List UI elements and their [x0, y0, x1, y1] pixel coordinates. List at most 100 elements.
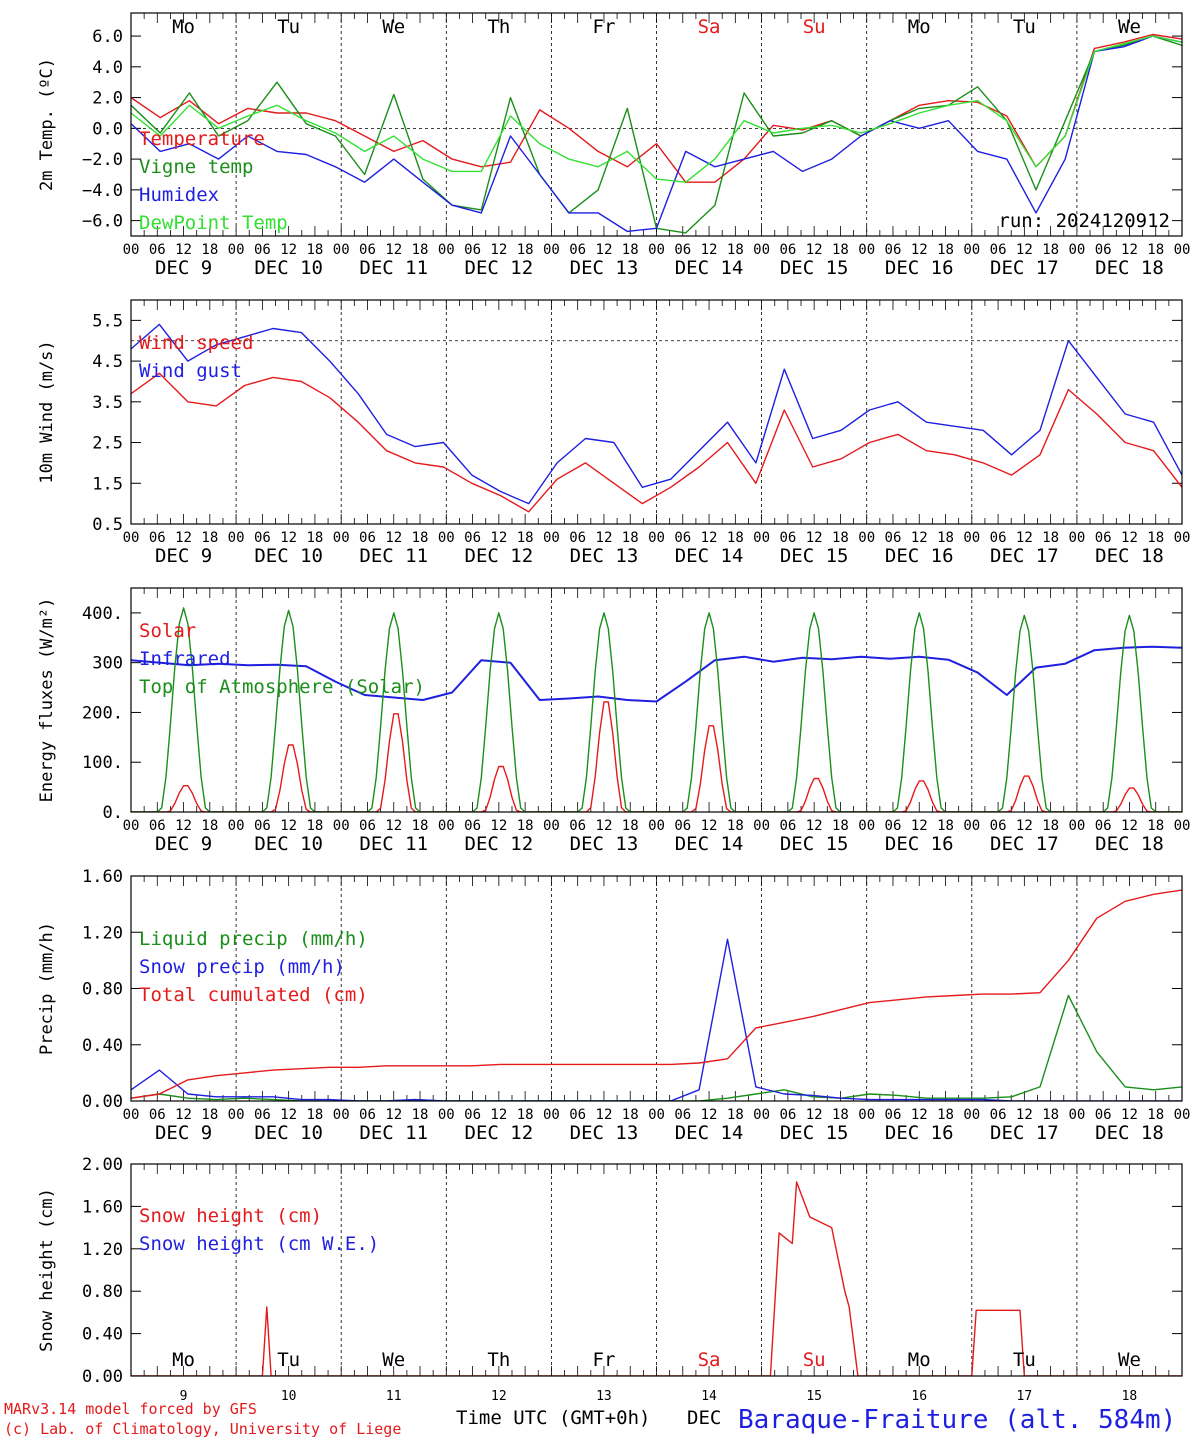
hour-tick-label: 12: [490, 530, 507, 546]
hour-tick-label: 00: [753, 530, 770, 546]
legend-entry: DewPoint Temp: [139, 212, 288, 234]
day-number-label: 18: [1122, 1389, 1138, 1404]
date-label: DEC 13: [570, 1122, 639, 1144]
hour-tick-label: 06: [1095, 818, 1112, 834]
hour-tick-label: 18: [727, 818, 744, 834]
hour-tick-label: 06: [359, 1107, 376, 1123]
hour-tick-label: 18: [832, 242, 849, 258]
hour-tick-label: 00: [753, 242, 770, 258]
legend-entry: Snow precip (mm/h): [139, 956, 345, 978]
hour-tick-label: 18: [201, 530, 218, 546]
hour-tick-label: 06: [254, 1107, 271, 1123]
hour-tick-label: 06: [1095, 530, 1112, 546]
day-number-label: 16: [911, 1389, 927, 1404]
hour-tick-label: 00: [648, 530, 665, 546]
hour-tick-label: 12: [1121, 530, 1138, 546]
hour-tick-label: 06: [254, 530, 271, 546]
hour-tick-label: 12: [911, 530, 928, 546]
hour-tick-label: 06: [254, 818, 271, 834]
y-tick-label: 4.0: [92, 58, 123, 78]
panel-frame: [130, 875, 1183, 1102]
date-label: DEC 10: [254, 1122, 323, 1144]
hour-tick-label: 12: [385, 530, 402, 546]
hour-tick-label: 06: [464, 242, 481, 258]
legend-entry: Total cumulated (cm): [139, 984, 368, 1006]
hour-tick-label: 18: [1042, 530, 1059, 546]
y-tick-label: 400.: [82, 604, 123, 624]
hour-tick-label: 06: [569, 1107, 586, 1123]
hour-tick-label: 00: [123, 818, 140, 834]
hour-tick-label: 00: [228, 818, 245, 834]
hour-tick-label: 00: [858, 818, 875, 834]
day-number-label: 12: [491, 1389, 507, 1404]
run-annotation: run: 2024120912: [998, 210, 1170, 232]
y-tick-label: 1.5: [92, 474, 123, 494]
date-label: DEC 13: [570, 545, 639, 567]
date-label: DEC 18: [1095, 545, 1164, 567]
date-label: DEC 9: [155, 833, 212, 855]
panel-2: 5.5 4.5 3.5 2.5 1.5 0.5 10m Wind (m/s) Wind spe…: [37, 299, 1190, 567]
hour-tick-label: 18: [412, 530, 429, 546]
hour-tick-label: 06: [1095, 1107, 1112, 1123]
y-tick-label: 0.: [103, 803, 123, 823]
hour-tick-label: 00: [438, 1107, 455, 1123]
hour-tick-label: 00: [648, 1107, 665, 1123]
day-number-label: 9: [180, 1389, 188, 1404]
date-label: DEC 12: [465, 257, 534, 279]
hour-tick-label: 00: [333, 818, 350, 834]
hour-tick-label: 00: [648, 242, 665, 258]
hour-tick-label: 12: [175, 1107, 192, 1123]
y-tick-label: 1.60: [82, 1197, 123, 1217]
date-label: DEC 14: [675, 1122, 744, 1144]
legend-entry: Wind gust: [139, 360, 242, 382]
hour-tick-label: 06: [149, 530, 166, 546]
station-name: Baraque-Fraiture (alt. 584m): [738, 1405, 1176, 1435]
hour-tick-label: 12: [1016, 1107, 1033, 1123]
date-label: DEC 12: [465, 1122, 534, 1144]
hour-tick-label: 06: [569, 242, 586, 258]
panel-frame: [130, 587, 1183, 813]
hour-tick-label: 06: [359, 530, 376, 546]
hour-tick-label: 06: [990, 242, 1007, 258]
weekday-label: Fr: [593, 16, 616, 38]
y-tick-label: −6.0: [82, 212, 123, 232]
legend-entry: Wind speed: [139, 332, 253, 354]
y-tick-label: 2.5: [92, 434, 123, 454]
hour-tick-label: 12: [596, 530, 613, 546]
y-tick-label: 0.5: [92, 515, 123, 535]
hour-tick-label: 12: [596, 818, 613, 834]
date-label: DEC 14: [675, 257, 744, 279]
hour-tick-label: 06: [149, 1107, 166, 1123]
panel-4: 1.60 1.20 0.80 0.40 0.00 Precip (mm/h) Liquid …: [37, 867, 1190, 1144]
y-tick-label: 0.40: [82, 1325, 123, 1345]
time-axis-month: DEC: [687, 1407, 721, 1429]
day-number-label: 10: [281, 1389, 297, 1404]
weekday-label: We: [382, 16, 405, 38]
hour-tick-label: 00: [228, 242, 245, 258]
y-axis-label: 2m Temp. (ºC): [37, 58, 57, 191]
day-number-label: 15: [806, 1389, 822, 1404]
hour-tick-label: 18: [1042, 818, 1059, 834]
hour-tick-label: 00: [1068, 242, 1085, 258]
weekday-label: We: [1118, 1349, 1141, 1371]
date-label: DEC 11: [359, 833, 428, 855]
panel-frame: [130, 1163, 1183, 1377]
y-tick-label: 1.20: [82, 923, 123, 943]
hour-tick-label: 06: [569, 530, 586, 546]
hour-tick-label: 12: [175, 242, 192, 258]
y-tick-label: 6.0: [92, 27, 123, 47]
panel-frame: [130, 299, 1183, 525]
series-line: [131, 323, 1182, 505]
hour-tick-label: 18: [727, 530, 744, 546]
y-tick-label: 0.80: [82, 980, 123, 1000]
hour-tick-label: 06: [254, 242, 271, 258]
hour-tick-label: 18: [727, 1107, 744, 1123]
hour-tick-label: 18: [622, 530, 639, 546]
hour-tick-label: 00: [228, 1107, 245, 1123]
y-axis-label: 10m Wind (m/s): [37, 340, 57, 483]
hour-tick-label: 12: [280, 1107, 297, 1123]
hour-tick-label: 06: [149, 818, 166, 834]
hour-tick-label: 12: [490, 1107, 507, 1123]
hour-tick-label: 12: [911, 818, 928, 834]
hour-tick-label: 00: [123, 530, 140, 546]
